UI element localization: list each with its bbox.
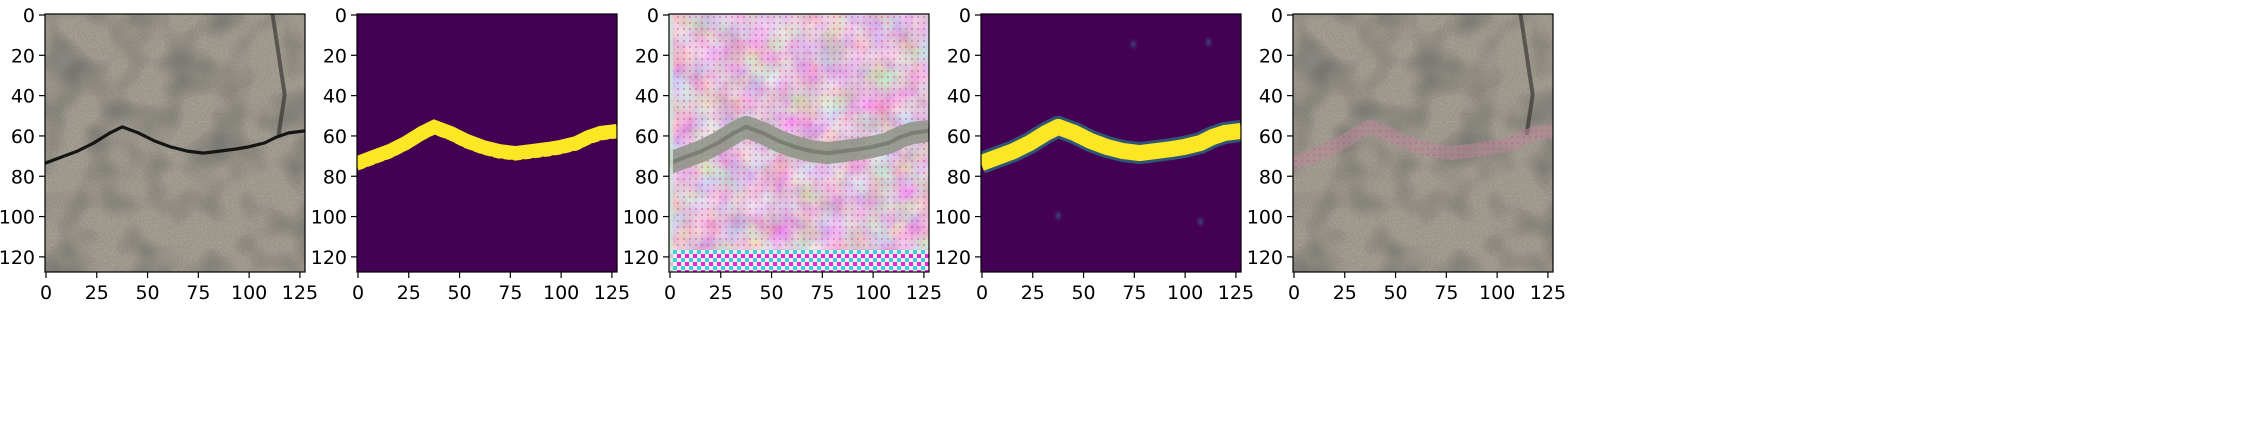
y-tick-label: 40 xyxy=(1259,86,1283,108)
x-tick-label: 25 xyxy=(1021,282,1045,304)
overlay-image xyxy=(1293,14,1553,272)
x-tick-label: 100 xyxy=(231,282,267,304)
y-tick-label: 20 xyxy=(947,45,971,67)
axes-frame xyxy=(44,13,306,273)
axes-frame xyxy=(356,13,618,273)
axes-frame xyxy=(980,13,1242,273)
x-tick-label: 25 xyxy=(397,282,421,304)
y-tick-label: 60 xyxy=(1259,126,1283,148)
y-tick-label: 120 xyxy=(0,247,35,269)
y-tick-label: 80 xyxy=(947,166,971,188)
y-tick-label: 40 xyxy=(323,86,347,108)
x-tick-label: 125 xyxy=(1530,282,1566,304)
crack-line xyxy=(45,125,305,165)
bottom-artifact-band xyxy=(669,249,929,272)
x-tick-label: 50 xyxy=(447,282,471,304)
y-tick-label: 100 xyxy=(935,207,971,229)
y-tick-label: 80 xyxy=(11,166,35,188)
x-tick-label: 75 xyxy=(186,282,210,304)
y-tick-label: 20 xyxy=(1259,45,1283,67)
x-tick-label: 100 xyxy=(855,282,891,304)
x-tick-label: 25 xyxy=(709,282,733,304)
y-tick-label: 100 xyxy=(311,207,347,229)
x-tick-label: 50 xyxy=(135,282,159,304)
y-tick-label: 60 xyxy=(11,126,35,148)
x-tick-label: 125 xyxy=(282,282,318,304)
photo-image xyxy=(45,14,305,272)
crack-heat xyxy=(981,118,1241,171)
heatmap-image xyxy=(981,14,1241,272)
x-tick-label: 100 xyxy=(543,282,579,304)
x-tick-label: 0 xyxy=(40,282,52,304)
y-tick-label: 0 xyxy=(959,5,971,27)
x-tick-label: 50 xyxy=(759,282,783,304)
axes-frame xyxy=(668,13,930,273)
x-tick-label: 75 xyxy=(1122,282,1146,304)
mask-image xyxy=(357,14,617,272)
x-tick-label: 0 xyxy=(352,282,364,304)
y-tick-label: 100 xyxy=(1247,207,1283,229)
y-tick-label: 0 xyxy=(335,5,347,27)
y-tick-label: 40 xyxy=(635,86,659,108)
y-tick-label: 20 xyxy=(11,45,35,67)
x-tick-label: 0 xyxy=(664,282,676,304)
x-tick-label: 50 xyxy=(1383,282,1407,304)
y-tick-label: 100 xyxy=(623,207,659,229)
y-tick-label: 100 xyxy=(0,207,35,229)
axes-frame xyxy=(1292,13,1554,273)
x-tick-label: 125 xyxy=(1218,282,1254,304)
y-tick-label: 60 xyxy=(323,126,347,148)
x-tick-label: 125 xyxy=(906,282,942,304)
y-tick-label: 20 xyxy=(323,45,347,67)
y-tick-label: 60 xyxy=(635,126,659,148)
y-tick-label: 20 xyxy=(635,45,659,67)
y-tick-label: 80 xyxy=(635,166,659,188)
artifact-image xyxy=(669,14,929,272)
y-tick-label: 0 xyxy=(647,5,659,27)
x-tick-label: 100 xyxy=(1479,282,1515,304)
x-tick-label: 0 xyxy=(1288,282,1300,304)
x-tick-label: 100 xyxy=(1167,282,1203,304)
x-tick-label: 25 xyxy=(1333,282,1357,304)
x-tick-label: 75 xyxy=(498,282,522,304)
y-tick-label: 80 xyxy=(323,166,347,188)
y-tick-label: 60 xyxy=(947,126,971,148)
y-tick-label: 0 xyxy=(1271,5,1283,27)
y-tick-label: 80 xyxy=(1259,166,1283,188)
x-tick-label: 0 xyxy=(976,282,988,304)
y-tick-label: 120 xyxy=(1247,247,1283,269)
x-tick-label: 75 xyxy=(810,282,834,304)
y-tick-label: 120 xyxy=(935,247,971,269)
x-tick-label: 125 xyxy=(594,282,630,304)
y-tick-label: 0 xyxy=(23,5,35,27)
y-tick-label: 40 xyxy=(947,86,971,108)
x-tick-label: 75 xyxy=(1434,282,1458,304)
x-tick-label: 25 xyxy=(85,282,109,304)
y-tick-label: 120 xyxy=(311,247,347,269)
y-tick-label: 40 xyxy=(11,86,35,108)
y-tick-label: 120 xyxy=(623,247,659,269)
x-tick-label: 50 xyxy=(1071,282,1095,304)
